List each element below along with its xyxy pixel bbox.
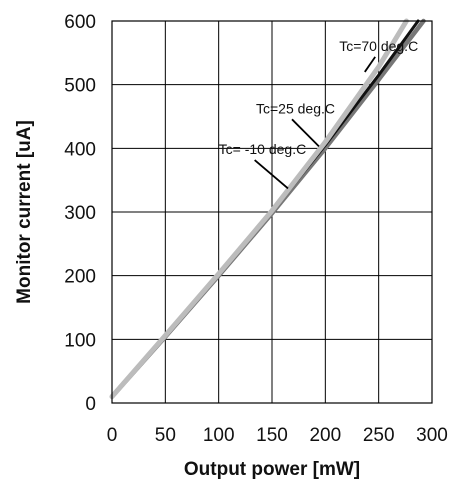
x-tick-label-5: 250 bbox=[363, 425, 395, 446]
y-tick-label-2: 200 bbox=[64, 267, 96, 288]
annotation-label-2: Tc= -10 deg.C bbox=[219, 141, 307, 157]
y-tick-label-0: 0 bbox=[85, 394, 96, 415]
y-tick-label-1: 100 bbox=[64, 330, 96, 351]
y-tick-label-5: 500 bbox=[64, 76, 96, 97]
y-tick-labels: 0 100 200 300 400 500 600 bbox=[64, 12, 96, 415]
annotation-label-1: Tc=25 deg.C bbox=[256, 100, 335, 116]
x-tick-label-1: 50 bbox=[155, 425, 176, 446]
annotations: Tc=70 deg.C Tc=25 deg.C Tc= -10 deg.C bbox=[219, 38, 418, 190]
annotation-label-0: Tc=70 deg.C bbox=[339, 38, 418, 54]
y-tick-label-4: 400 bbox=[64, 139, 96, 160]
plot-frame bbox=[111, 20, 433, 404]
series-lines bbox=[109, 18, 426, 400]
x-tick-labels: 0 50 100 150 200 250 300 bbox=[107, 425, 448, 446]
x-tick-label-3: 150 bbox=[256, 425, 288, 446]
x-tick-label-4: 200 bbox=[309, 425, 341, 446]
series-line-0 bbox=[109, 18, 409, 400]
annotation-leader-0 bbox=[364, 56, 376, 73]
y-axis-title: Monitor current [uA] bbox=[14, 120, 35, 304]
annotation-leader-2 bbox=[254, 159, 289, 190]
x-tick-label-6: 300 bbox=[416, 425, 448, 446]
y-tick-label-3: 300 bbox=[64, 203, 96, 224]
x-axis-title: Output power [mW] bbox=[184, 459, 360, 480]
annotation-leader-1 bbox=[291, 118, 320, 148]
x-tick-label-0: 0 bbox=[107, 425, 118, 446]
x-tick-label-2: 100 bbox=[203, 425, 235, 446]
y-tick-label-6: 600 bbox=[64, 12, 96, 33]
